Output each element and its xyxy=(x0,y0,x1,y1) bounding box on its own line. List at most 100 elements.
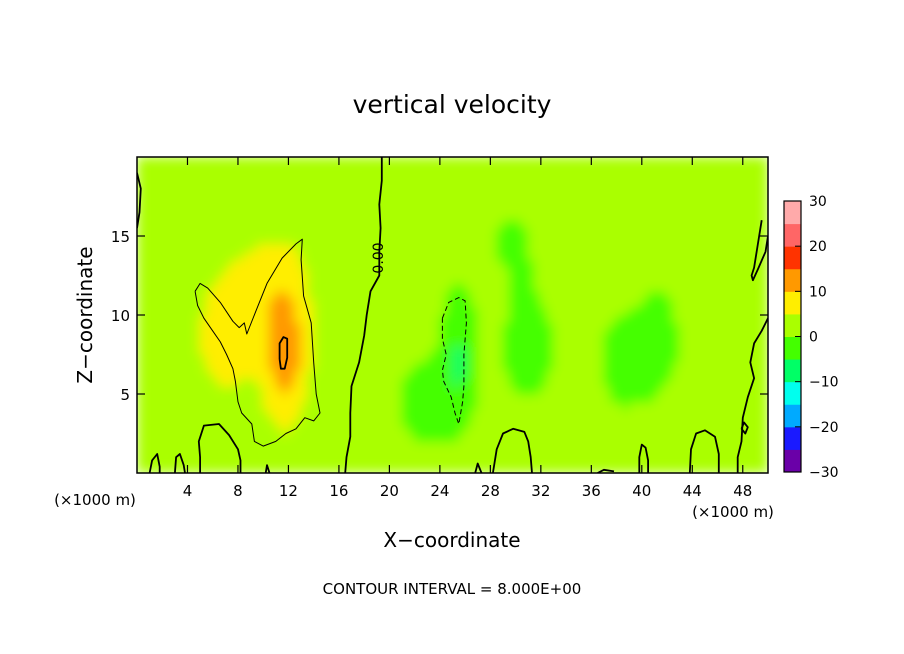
heatmap-cell xyxy=(723,243,731,253)
heatmap-cell xyxy=(218,251,226,261)
heatmap-cell xyxy=(193,338,201,348)
heatmap-cell xyxy=(414,251,422,261)
heatmap-cell xyxy=(679,275,687,284)
heatmap-cell xyxy=(704,243,712,253)
heatmap-cell xyxy=(698,180,706,190)
heatmap-cell xyxy=(609,180,618,190)
heatmap-cell xyxy=(344,188,353,197)
heatmap-cell xyxy=(496,377,504,387)
heatmap-cell xyxy=(351,259,359,269)
heatmap-cell xyxy=(401,393,409,403)
heatmap-cell xyxy=(571,267,580,276)
heatmap-cell xyxy=(243,235,252,245)
heatmap-cell xyxy=(584,251,592,261)
heatmap-cell xyxy=(464,164,472,174)
heatmap-cell xyxy=(281,330,289,340)
heatmap-cell xyxy=(698,211,706,221)
heatmap-cell xyxy=(161,464,170,473)
heatmap-cell xyxy=(433,196,441,205)
heatmap-cell xyxy=(597,425,605,434)
heatmap-cell xyxy=(376,377,384,387)
heatmap-cell xyxy=(199,251,207,261)
heatmap-cell xyxy=(483,298,491,308)
heatmap-cell xyxy=(142,259,151,269)
heatmap-cell xyxy=(426,275,435,284)
heatmap-cell xyxy=(243,417,252,427)
heatmap-cell xyxy=(199,393,207,403)
heatmap-cell xyxy=(470,306,479,316)
heatmap-cell xyxy=(338,401,346,411)
heatmap-cell xyxy=(502,401,510,411)
heatmap-cell xyxy=(552,251,561,261)
heatmap-cell xyxy=(559,377,567,387)
heatmap-cell xyxy=(578,330,586,340)
heatmap-cell xyxy=(603,219,611,229)
heatmap-cell xyxy=(685,211,693,221)
heatmap-cell xyxy=(729,267,737,276)
heatmap-cell xyxy=(186,385,195,395)
heatmap-cell xyxy=(439,196,447,205)
heatmap-cell xyxy=(508,440,517,450)
heatmap-cell xyxy=(546,330,554,340)
heatmap-cell xyxy=(515,330,523,340)
heatmap-cell xyxy=(704,267,712,276)
heatmap-cell xyxy=(647,180,655,190)
heatmap-cell xyxy=(332,354,340,363)
heatmap-cell xyxy=(149,157,157,166)
heatmap-cell xyxy=(660,180,668,190)
heatmap-cell xyxy=(754,243,763,253)
heatmap-cell xyxy=(647,235,655,245)
heatmap-cell xyxy=(452,267,460,276)
heatmap-cell xyxy=(325,282,334,292)
heatmap-cell xyxy=(647,172,655,182)
heatmap-cell xyxy=(717,464,725,473)
heatmap-cell xyxy=(186,456,195,466)
heatmap-cell xyxy=(433,290,441,300)
heatmap-cell xyxy=(224,322,233,332)
heatmap-cell xyxy=(496,354,504,363)
heatmap-cell xyxy=(470,282,479,292)
heatmap-cell xyxy=(433,219,441,229)
heatmap-cell xyxy=(137,338,144,348)
heatmap-cell xyxy=(186,282,195,292)
heatmap-cell xyxy=(174,322,182,332)
heatmap-cell xyxy=(710,361,719,371)
heatmap-cell xyxy=(237,219,245,229)
heatmap-cell xyxy=(243,172,252,182)
heatmap-cell xyxy=(186,235,195,245)
heatmap-cell xyxy=(464,322,472,332)
heatmap-cell xyxy=(761,259,768,269)
heatmap-cell xyxy=(527,330,536,340)
heatmap-cell xyxy=(527,385,536,395)
heatmap-cell xyxy=(546,243,554,253)
heatmap-cell xyxy=(647,346,655,355)
heatmap-cell xyxy=(414,314,422,324)
heatmap-cell xyxy=(527,259,536,269)
heatmap-cell xyxy=(313,227,321,237)
heatmap-cell xyxy=(717,172,725,182)
heatmap-cell xyxy=(729,306,737,316)
heatmap-cell xyxy=(603,251,611,261)
heatmap-cell xyxy=(717,203,725,213)
heatmap-cell xyxy=(521,211,529,221)
heatmap-cell xyxy=(742,346,750,355)
heatmap-cell xyxy=(546,306,554,316)
heatmap-cell xyxy=(149,306,157,316)
heatmap-cell xyxy=(584,354,592,363)
heatmap-cell xyxy=(237,322,245,332)
heatmap-cell xyxy=(433,243,441,253)
heatmap-cell xyxy=(193,211,201,221)
heatmap-cell xyxy=(616,282,624,292)
heatmap-cell xyxy=(470,267,479,276)
y-axis-label: Z−coordinate xyxy=(73,246,97,383)
heatmap-cell xyxy=(369,251,378,261)
heatmap-cell xyxy=(174,464,182,473)
heatmap-cell xyxy=(401,464,409,473)
heatmap-cell xyxy=(754,354,763,363)
heatmap-cell xyxy=(382,259,390,269)
heatmap-cell xyxy=(250,330,258,340)
heatmap-cell xyxy=(237,433,245,442)
heatmap-cell xyxy=(489,369,498,379)
heatmap-cell xyxy=(161,219,170,229)
heatmap-cell xyxy=(552,188,561,197)
